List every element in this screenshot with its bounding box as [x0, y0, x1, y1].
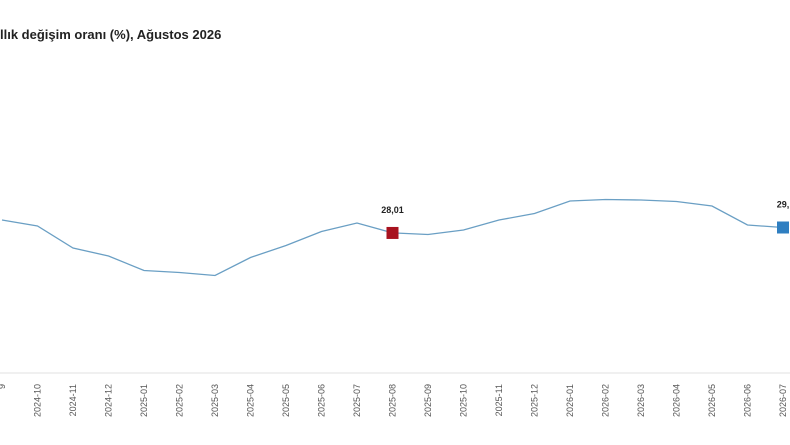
x-tick-label: 2025-09: [423, 384, 433, 417]
x-tick-label: 2025-02: [175, 384, 185, 417]
x-tick-label: 2026-02: [601, 384, 611, 417]
x-tick-label: 2025-10: [459, 384, 469, 417]
x-tick-labels: 9 2024-10 2024-11 2024-12 2025-01 2025-02 2025…: [0, 384, 788, 417]
chart-title: llık değişim oranı (%), Ağustos 2026: [0, 27, 222, 42]
x-tick-label: 2024-10: [33, 384, 43, 417]
x-tick-label: 2026-03: [636, 384, 646, 417]
x-tick-label: 2025-01: [139, 384, 149, 417]
x-tick-label: 2024-11: [68, 384, 78, 416]
markers: [386, 221, 789, 239]
x-tick-label: 2026-05: [707, 384, 717, 417]
x-tick-label: 2024-12: [104, 384, 114, 417]
x-tick-label: 2025-11: [494, 384, 504, 416]
highlight-marker: [777, 221, 789, 234]
x-tick-label: 2025-06: [317, 384, 327, 417]
data-label: 28,01: [381, 205, 404, 215]
x-tick-label: 2026-01: [565, 384, 575, 417]
x-tick-label: 2025-07: [352, 384, 362, 417]
x-tick-label: 9: [0, 384, 7, 389]
x-tick-label: 2025-03: [210, 384, 220, 417]
data-label: 29,: [777, 200, 790, 210]
x-tick-label: 2025-04: [246, 384, 256, 417]
x-tick-label: 2026-04: [672, 384, 682, 417]
x-tick-label: 2025-12: [530, 384, 540, 417]
data-labels: 28,01 29,: [381, 200, 789, 215]
x-tick-label: 2025-08: [388, 384, 398, 417]
x-tick-label: 2025-05: [281, 384, 291, 417]
x-tick-label: 2026-07: [778, 384, 788, 417]
x-tick-label: 2026-06: [743, 384, 753, 417]
highlight-marker: [386, 226, 399, 239]
